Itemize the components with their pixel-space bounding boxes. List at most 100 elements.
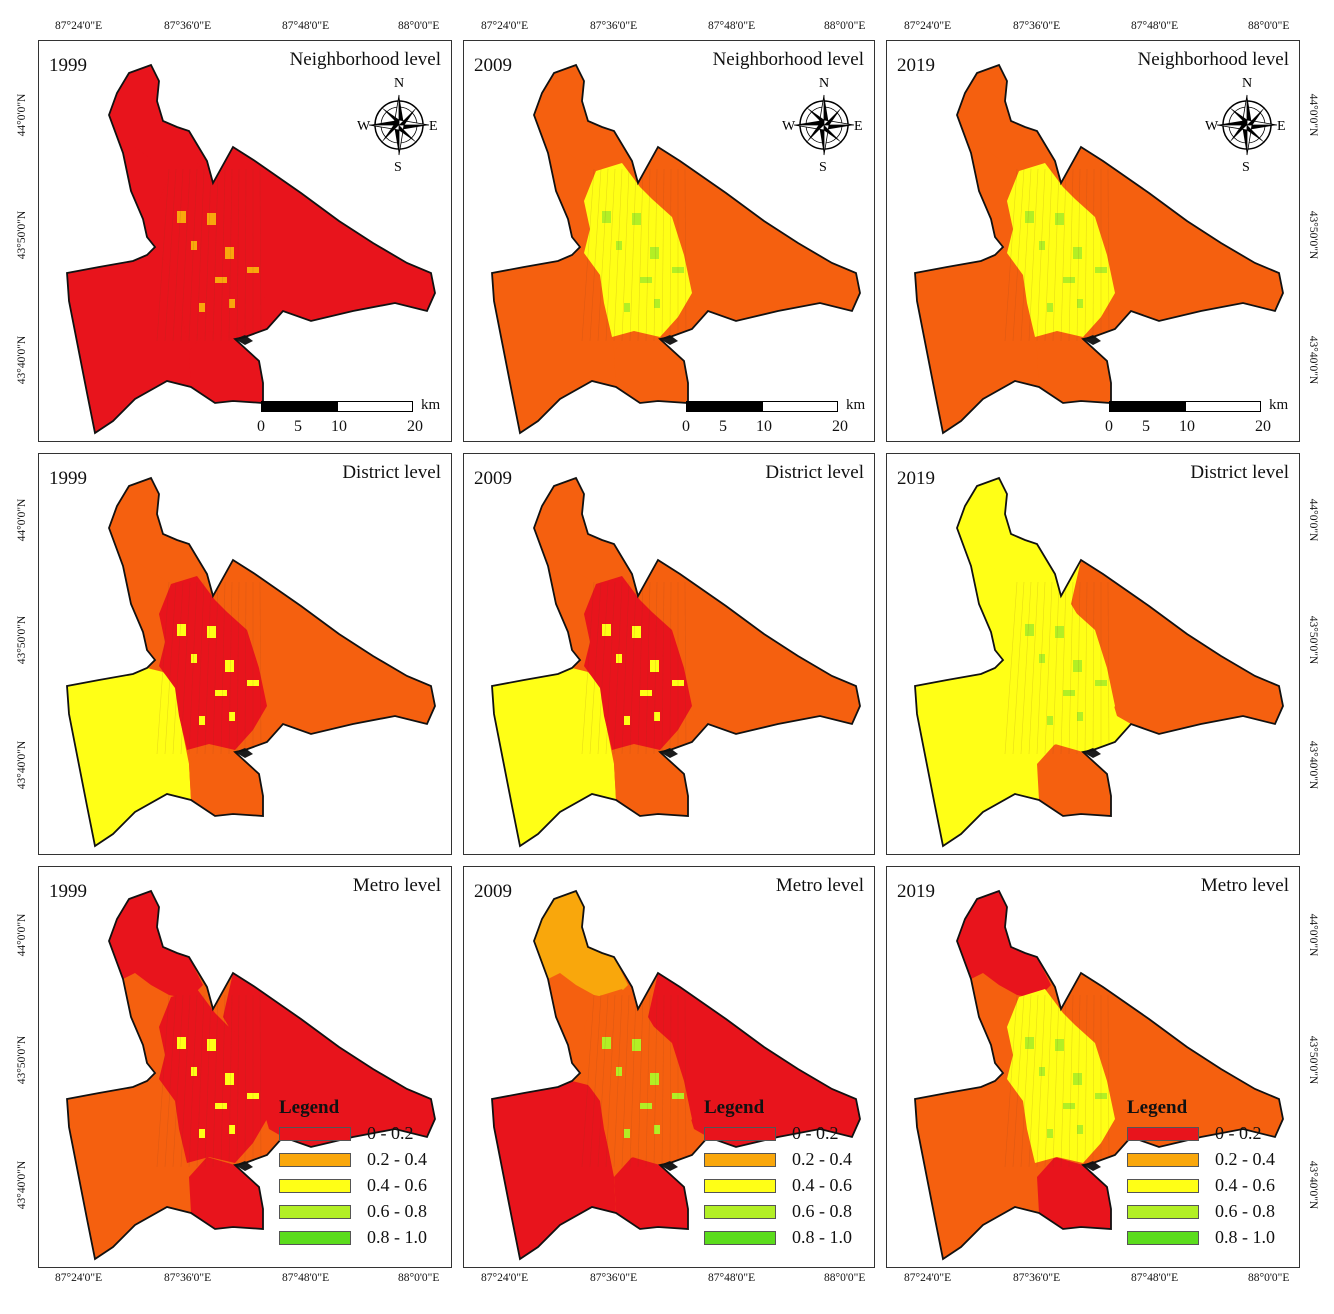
map-grid-line (621, 581, 630, 755)
map-grid-line (1107, 994, 1110, 1168)
longitude-label: 88°0'0"E (398, 1272, 440, 1284)
map-grid-line (669, 994, 672, 1168)
legend-item: 0.2 - 0.4 (1127, 1149, 1297, 1171)
map-cell-patch (1047, 303, 1053, 312)
scale-bar-black-segment (1109, 401, 1185, 412)
map-cell-patch (229, 1125, 235, 1134)
legend-swatch (279, 1205, 351, 1219)
compass-rose-icon: N S E W (1205, 76, 1286, 175)
map-cell-patch (654, 1125, 660, 1134)
map-cell-patch (1073, 1073, 1082, 1085)
compass-n-label: N (394, 76, 404, 91)
map-panel: 2009 District level (463, 453, 875, 855)
map-cell-patch (1077, 299, 1083, 308)
map-region-north (957, 478, 1051, 586)
legend-item: 0.6 - 0.8 (1127, 1201, 1297, 1223)
map-cell-patch (1055, 1039, 1064, 1051)
latitude-label: 43°40'0"N (1307, 1160, 1319, 1210)
map-cell-patch (650, 660, 659, 672)
map-grid-line (1084, 168, 1088, 342)
scale-bar-label: 20 (407, 418, 423, 435)
map-region-south (1037, 331, 1111, 403)
panel-level-title: Metro level (1200, 875, 1289, 896)
map-grid-line (204, 581, 212, 755)
map-grid-line (661, 168, 665, 342)
map-cell-patch (1095, 267, 1107, 273)
map-grid-line (1020, 581, 1032, 755)
map-cell-patch (199, 303, 205, 312)
map-grid-line (1060, 581, 1067, 755)
map-cell-patch (640, 1103, 652, 1109)
map-grid-line (212, 168, 219, 342)
latitude-label: 43°40'0"N (1307, 335, 1319, 385)
legend-label: 0.2 - 0.4 (792, 1149, 852, 1169)
map-grid-line (1044, 994, 1053, 1168)
map-cell-patch (1055, 626, 1064, 638)
legend-label: 0.2 - 0.4 (1215, 1149, 1275, 1169)
legend-swatch (279, 1127, 351, 1141)
map-grid-line (684, 168, 687, 342)
map-grid-line (1092, 168, 1095, 342)
legend-item: 0.6 - 0.8 (704, 1201, 874, 1223)
panel-level-title: Neighborhood level (289, 49, 441, 70)
panel-year: 1999 (49, 881, 87, 902)
map-region-east (223, 147, 435, 321)
map-cell-patch (632, 626, 641, 638)
legend: Legend 0 - 0.2 0.2 - 0.4 0.4 - 0.6 0.6 - 0.8… (704, 1097, 874, 1267)
map-cell-patch (1025, 211, 1034, 223)
longitude-label: 87°36'0"E (590, 20, 638, 32)
map-grid-line (1052, 168, 1060, 342)
map-grid-line (684, 581, 687, 755)
legend-title: Legend (704, 1097, 765, 1118)
compass-n-label: N (819, 76, 829, 91)
map-grid-line (589, 168, 602, 342)
legend-label: 0 - 0.2 (1215, 1123, 1262, 1143)
map-grid-line (1028, 168, 1039, 342)
scale-bar-unit: km (421, 397, 441, 413)
scale-bar-white-segment (337, 401, 413, 412)
compass-n-label: N (1242, 76, 1252, 91)
legend-title: Legend (1127, 1097, 1188, 1118)
legend-label: 0.8 - 1.0 (792, 1227, 852, 1247)
map-grid-line (1068, 168, 1074, 342)
map-panel: 2019 Neighborhood level N S E W 0 5 10 20 km (886, 40, 1300, 442)
longitude-label: 87°24'0"E (55, 1272, 103, 1284)
panel-level-title: Metro level (775, 875, 864, 896)
map-grid-line (156, 994, 170, 1168)
longitude-label: 87°24'0"E (904, 1272, 952, 1284)
latitude-label: 43°40'0"N (16, 1160, 28, 1210)
scale-bar-black-segment (261, 401, 337, 412)
longitude-label: 87°48'0"E (282, 1272, 330, 1284)
map-grid-line (1076, 168, 1081, 342)
longitude-label: 87°48'0"E (708, 1272, 756, 1284)
map-cell-patch (1047, 716, 1053, 725)
map-cell-patch (654, 299, 660, 308)
legend-swatch (279, 1179, 351, 1193)
scale-bar-label: 20 (832, 418, 848, 435)
map-region-south (189, 331, 263, 403)
map-region-north (109, 478, 203, 586)
map-region-north (534, 65, 628, 173)
map-region-urban-core (1007, 576, 1115, 750)
map-region-south (614, 1157, 688, 1229)
legend-item: 0.2 - 0.4 (279, 1149, 449, 1171)
scale-bar-unit: km (846, 397, 866, 413)
scale-bar-white-segment (1185, 401, 1261, 412)
map-grid-line (684, 994, 687, 1168)
longitude-label: 87°24'0"E (55, 20, 103, 32)
map-cell-patch (1047, 1129, 1053, 1138)
map-region-north (534, 478, 628, 586)
map-grid-line (204, 168, 212, 342)
map-grid-line (188, 168, 198, 342)
map-boundary (491, 63, 861, 435)
map-cell-patch (207, 1039, 216, 1051)
map-cell-patch (1077, 712, 1083, 721)
map-region-north (534, 891, 628, 999)
map-cell-patch (640, 690, 652, 696)
map-grid-line (605, 581, 616, 755)
scale-bar-label: 5 (1142, 418, 1150, 435)
map-cell-patch (177, 624, 186, 636)
legend-label: 0.4 - 0.6 (792, 1175, 852, 1195)
longitude-label: 87°36'0"E (1013, 1272, 1061, 1284)
map-grid-line (236, 994, 240, 1168)
